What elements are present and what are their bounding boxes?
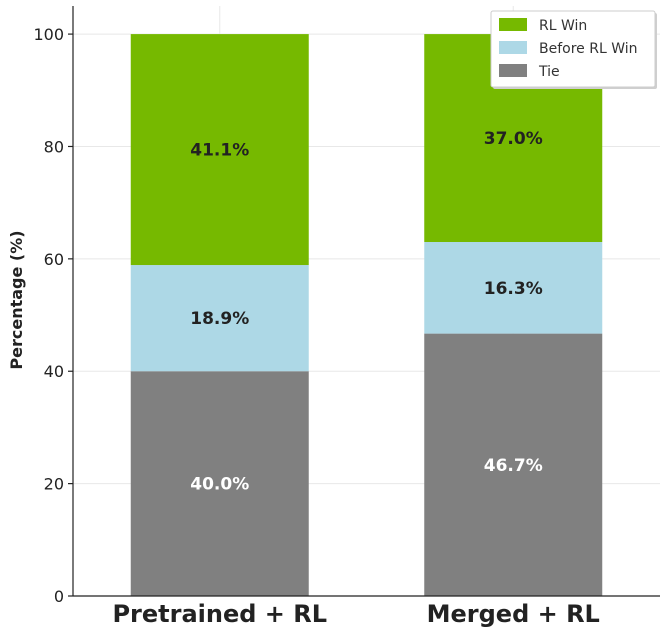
bar-segment	[424, 333, 603, 596]
bar-segment	[130, 265, 309, 372]
y-tick-label: 20	[44, 475, 64, 494]
bar-segment	[130, 371, 309, 596]
y-tick-label: 80	[44, 137, 64, 156]
y-tick-label: 40	[44, 362, 64, 381]
y-tick-label: 100	[33, 25, 64, 44]
x-tick-label: Pretrained + RL	[112, 600, 327, 628]
legend-swatch	[499, 41, 527, 54]
y-tick-label: 60	[44, 250, 64, 269]
legend-box	[490, 10, 656, 88]
legend-label: Before RL Win	[539, 41, 638, 57]
axes: 0 20 40 60 80 100 Pretrained + RL Merged + RL	[33, 6, 660, 628]
legend-swatch	[499, 18, 527, 31]
bar-segment	[424, 242, 603, 334]
legend-label: Tie	[538, 64, 560, 80]
data-label: 37.0%	[484, 129, 543, 149]
data-label: 46.7%	[484, 456, 543, 476]
data-label: 40.0%	[190, 475, 249, 495]
data-label: 16.3%	[484, 279, 543, 299]
legend-swatch	[499, 64, 527, 77]
bar-segment	[130, 34, 309, 266]
legend: RL Win Before RL Win Tie	[490, 10, 657, 89]
y-tick-label: 0	[54, 587, 64, 606]
data-label: 41.1%	[190, 141, 249, 161]
x-tick-label: Merged + RL	[427, 600, 600, 628]
legend-label: RL Win	[539, 18, 587, 34]
bars: 40.0% 18.9% 41.1% 46.7% 16.3% 37.0%	[130, 34, 603, 596]
y-axis-title: Percentage (%)	[7, 230, 26, 369]
data-label: 18.9%	[190, 309, 249, 329]
